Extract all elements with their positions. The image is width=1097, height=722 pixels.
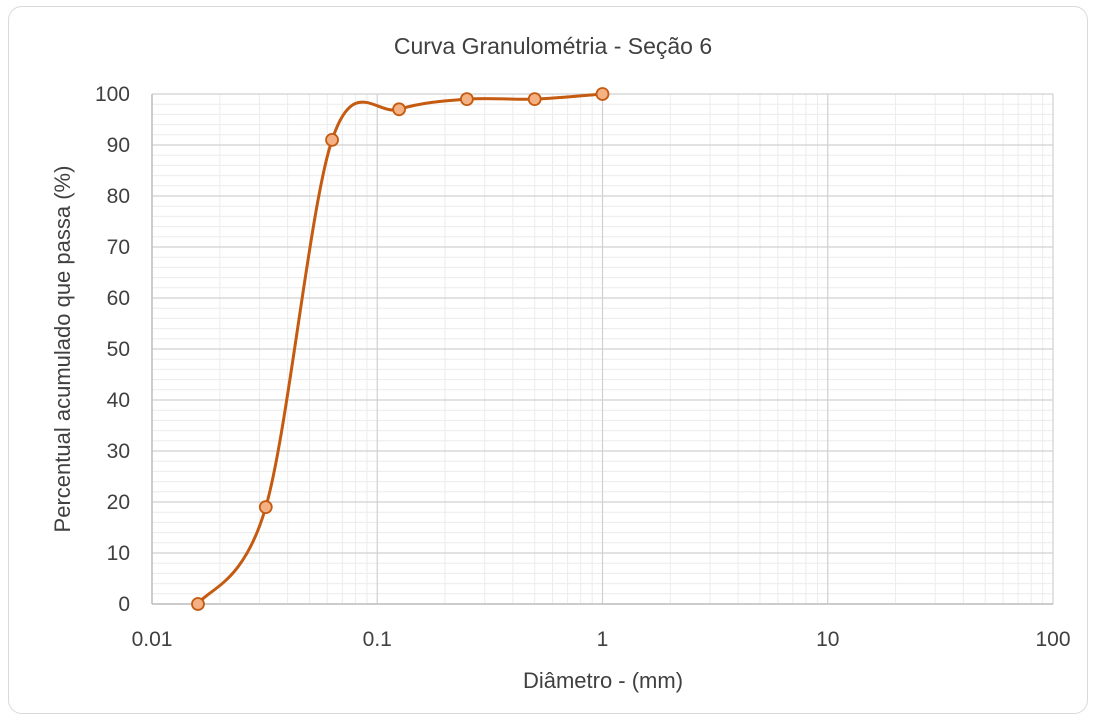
x-tick-label: 0.1 (363, 628, 392, 651)
axes (151, 94, 1053, 605)
chart-frame (8, 6, 1088, 714)
y-tick-label: 70 (107, 236, 130, 259)
data-point (459, 92, 474, 106)
x-tick-label: 1 (597, 628, 609, 651)
tick-labels: 0.01 0.1 1 10 100 0 10 20 30 40 50 60 70 80 90 100 (95, 83, 1071, 651)
y-tick-label: 100 (95, 83, 130, 106)
data-point (191, 597, 205, 611)
y-tick-label: 90 (107, 134, 130, 157)
labels: Curva Granulométria - Seção 6 Diâmetro -… (50, 33, 712, 693)
y-tick-label: 10 (107, 542, 130, 565)
y-tick-label: 50 (107, 338, 130, 361)
x-tick-label: 100 (1035, 628, 1070, 651)
x-tick-label: 10 (816, 628, 839, 651)
chart-title: Curva Granulométria - Seção 6 (394, 33, 712, 59)
data-point (258, 500, 273, 515)
x-axis-title: Diâmetro - (mm) (523, 668, 683, 693)
y-tick-label: 20 (107, 491, 130, 514)
series-layer (191, 87, 610, 611)
y-tick-label: 80 (107, 185, 130, 208)
y-tick-label: 0 (118, 593, 130, 616)
data-point (325, 132, 339, 147)
data-point (392, 102, 406, 117)
data-point (527, 92, 542, 106)
y-axis-title: Percentual acumulado que passa (%) (50, 166, 75, 533)
data-point (595, 87, 610, 101)
x-tick-label: 0.01 (132, 628, 173, 651)
y-tick-label: 30 (107, 440, 130, 463)
y-tick-label: 40 (107, 389, 130, 412)
y-tick-label: 60 (107, 287, 130, 310)
